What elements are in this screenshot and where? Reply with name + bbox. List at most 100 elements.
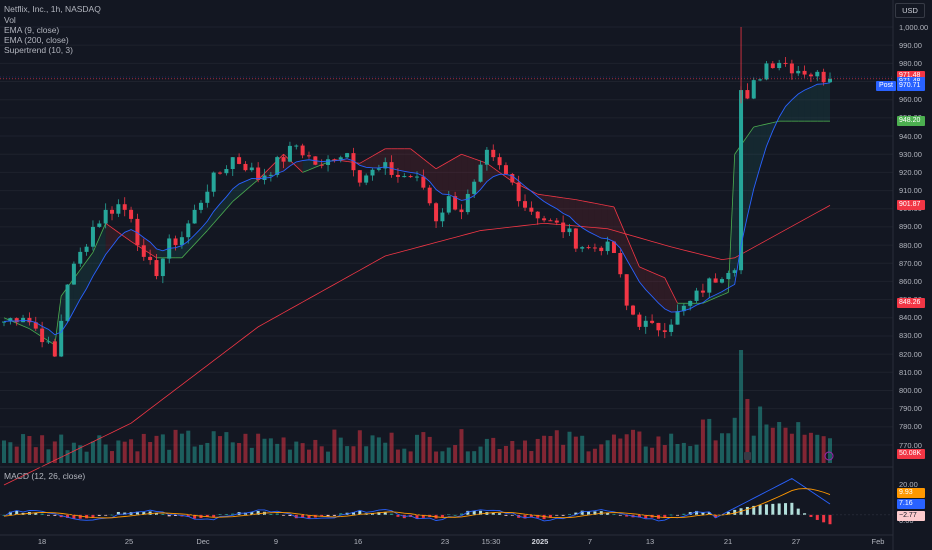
candle-body [192, 209, 197, 224]
supertrend-segment [296, 166, 303, 173]
supertrend-segment [245, 184, 253, 191]
legend-ema200[interactable]: EMA (200, close) [4, 35, 69, 45]
legend-vol[interactable]: Vol [4, 15, 16, 25]
candle-body [656, 322, 661, 331]
macd-hist-bar [466, 510, 470, 515]
macd-hist-bar [784, 503, 788, 515]
volume-bar [573, 436, 578, 463]
macd-hist-bar [695, 510, 699, 515]
supertrend-segment [264, 166, 272, 174]
candle-body [116, 204, 121, 214]
candle-body [300, 145, 305, 156]
candle-body [154, 260, 159, 277]
candle-body [345, 153, 350, 158]
supertrend-segment [200, 230, 208, 238]
macd-hist-bar [269, 514, 273, 515]
macd-hist-bar [453, 514, 457, 516]
volume-bar [745, 398, 750, 463]
candle-body [59, 320, 64, 357]
supertrend-segment [238, 190, 246, 197]
supertrend-segment [702, 300, 710, 304]
volume-bar [650, 447, 655, 463]
volume-bar [40, 435, 45, 463]
volume-bar [345, 446, 350, 463]
supertrend-segment [308, 166, 316, 171]
supertrend-segment [747, 126, 755, 137]
candle-body [148, 256, 153, 261]
legend-ema9[interactable]: EMA (9, close) [4, 25, 60, 35]
events-icons[interactable] [744, 451, 834, 461]
volume-bar [332, 429, 337, 463]
supertrend-segment [601, 204, 608, 207]
candle-body [828, 78, 832, 83]
supertrend-segment [454, 153, 462, 159]
candle-body [789, 63, 794, 74]
candle-body [599, 247, 604, 252]
volume-bar [567, 431, 572, 463]
supertrend-fill-segment [220, 196, 227, 217]
macd-hist-bar [714, 514, 718, 518]
supertrend-segment [111, 227, 119, 233]
macd-hist-bar [758, 505, 762, 515]
macd-hist-bar [288, 514, 292, 516]
candle-body [275, 157, 280, 175]
volume-bar [389, 432, 394, 463]
lightning-icon[interactable] [824, 451, 834, 461]
supertrend-fill-segment [671, 290, 678, 313]
macd-hist-bar [479, 510, 483, 515]
supertrend-fill-segment [194, 228, 201, 245]
candle-body [198, 202, 203, 210]
volume-bar [478, 446, 483, 463]
supertrend-segment [645, 269, 653, 273]
macd-hist-bar [587, 511, 591, 515]
candle-body [605, 241, 610, 252]
volume-bar [535, 438, 540, 463]
volume-bar [688, 446, 693, 463]
volume-bar [592, 448, 597, 463]
macd-hist-bar [682, 513, 686, 515]
supertrend-fill-segment [658, 275, 665, 309]
volume-bar [739, 350, 744, 463]
earnings-icon[interactable] [744, 452, 751, 460]
volume-bar [287, 449, 292, 463]
supertrend-fill-segment [200, 221, 208, 238]
supertrend-segment [98, 223, 107, 238]
supertrend-fill-segment [537, 194, 545, 202]
volume-bar [637, 431, 642, 463]
supertrend-segment [537, 193, 545, 196]
ema200-path [3, 204, 831, 486]
supertrend-fill-segment [594, 203, 602, 239]
candle-body [497, 157, 502, 166]
legend-macd[interactable]: MACD (12, 26, close) [4, 471, 86, 481]
supertrend-fill-segment [550, 196, 557, 209]
chart-title[interactable]: Netflix, Inc., 1h, NASDAQ [4, 4, 101, 14]
volume-bar [497, 449, 502, 463]
volume-bar [503, 445, 508, 463]
supertrend-fill-segment [563, 197, 570, 217]
macd-axis-label: 20.00 [899, 480, 918, 489]
currency-button[interactable]: USD [895, 3, 925, 18]
volume-bar [198, 444, 203, 463]
candle-body [650, 320, 655, 323]
volume-bar [395, 449, 400, 463]
macd-value-tag: 7.16 [897, 499, 925, 509]
volume-bar [580, 435, 585, 463]
supertrend-fill-segment [239, 181, 246, 197]
macd-hist-bar [167, 514, 171, 517]
macd-hist-bar [472, 510, 476, 515]
candle-body [700, 290, 705, 293]
supertrend-segment [670, 290, 678, 304]
volume-bar [262, 438, 267, 463]
legend-supertrend[interactable]: Supertrend (10, 3) [4, 45, 73, 55]
volume-bar [427, 436, 432, 463]
macd-hist-bar [186, 514, 190, 517]
candle-body [370, 169, 375, 176]
candle-body [243, 163, 248, 171]
macd-hist-bar [828, 514, 832, 525]
candle-body [694, 290, 699, 301]
macd-hist-bar [15, 510, 19, 515]
supertrend-segment [435, 164, 443, 170]
macd-hist-bar [523, 514, 527, 519]
macd-hist-bar [733, 509, 737, 515]
